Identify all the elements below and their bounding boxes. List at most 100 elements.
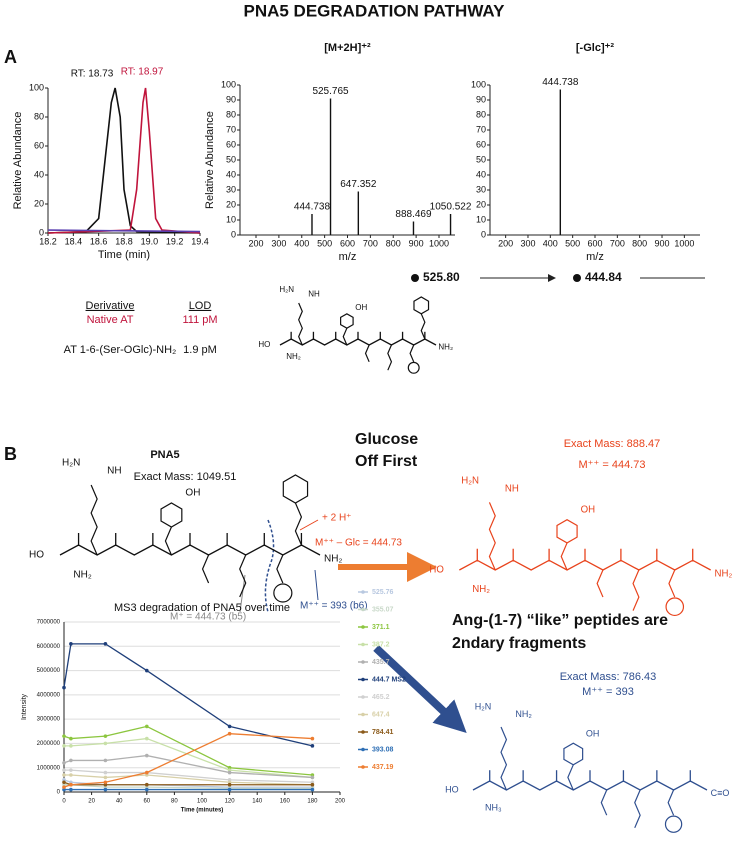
y-tick-label: 80 [226, 109, 236, 119]
series-line [63, 643, 313, 747]
side-chain [409, 344, 415, 363]
data-point [310, 744, 315, 748]
atom-label: NH₂ [73, 570, 91, 581]
x-axis-label: m/z [586, 251, 604, 263]
data-point [69, 758, 73, 763]
legend-swatch [361, 660, 365, 664]
atom-label: OH [185, 488, 200, 499]
peak-label: 888.469 [395, 209, 432, 220]
atom-label: HO [445, 784, 459, 794]
x-tick-label: 700 [610, 238, 625, 248]
x-tick-label: 160 [280, 799, 291, 805]
side-chain [596, 569, 604, 598]
data-point [69, 787, 73, 792]
panel-label: A [4, 47, 17, 67]
axis [489, 85, 700, 236]
x-tick-label: 700 [363, 238, 378, 248]
annotation: M⁺⁺ = 393 (b6) [300, 601, 368, 612]
data-point [62, 773, 66, 777]
data-point [310, 736, 315, 741]
peak-label: 1050.522 [430, 202, 472, 213]
y-tick-label: 100 [471, 79, 486, 89]
x-tick-label: 80 [171, 799, 178, 805]
x-tick-label: 900 [409, 238, 424, 248]
data-point [103, 734, 108, 738]
note: 2ndary fragments [452, 635, 586, 652]
y-tick-label: 5000000 [37, 668, 61, 674]
y-tick-label: 100 [29, 82, 44, 92]
x-tick-label: 1000 [674, 238, 694, 248]
table-cell: Native AT [87, 314, 134, 326]
y-tick-label: 30 [226, 184, 236, 194]
ring [282, 474, 309, 504]
x-tick-label: 1000 [429, 238, 449, 248]
exact-mass: Exact Mass: 786.43 [560, 671, 657, 683]
x-tick-label: 500 [565, 238, 580, 248]
y-tick-label: 50 [476, 154, 486, 164]
side-chain [201, 554, 210, 584]
arrow [373, 645, 467, 733]
side-chain [560, 542, 568, 571]
atom-label: NH₂ [286, 352, 301, 361]
data-point [62, 685, 66, 690]
x-tick-label: 800 [632, 238, 647, 248]
side-chain [567, 764, 574, 791]
x-tick-label: 200 [248, 238, 263, 248]
legend-label: 437.19 [372, 764, 394, 771]
x-tick-label: 19.4 [191, 236, 209, 246]
side-chain [600, 789, 608, 816]
data-point [145, 770, 149, 775]
data-point [69, 782, 73, 787]
legend-label: 784.41 [372, 729, 394, 736]
data-point [103, 780, 108, 785]
transition-from: 525.80 [423, 270, 460, 284]
y-axis-label: Relative Abundance [204, 111, 216, 209]
y-tick-label: 20 [34, 198, 44, 208]
legend-label: 444.7 MS2 [372, 676, 406, 683]
y-tick-label: 2000000 [37, 741, 61, 747]
side-chain [668, 569, 676, 598]
x-axis-label: Time (min) [98, 249, 150, 261]
x-axis-label: Time (minutes) [181, 808, 224, 814]
legend-swatch [361, 607, 365, 612]
legend-label: 393.08 [372, 746, 394, 753]
y-tick-label: 0 [231, 229, 236, 239]
table-header: LOD [189, 300, 212, 312]
ion: M⁺⁺ = 393 [582, 686, 634, 698]
legend-swatch [361, 590, 365, 594]
y-tick-label: 0 [481, 229, 486, 239]
y-tick-label: 1000000 [37, 765, 61, 771]
side-chain [239, 554, 247, 598]
data-point [145, 787, 149, 792]
compound-name: PNA5 [150, 449, 179, 461]
data-point [69, 773, 73, 777]
bullet [411, 274, 419, 282]
exact-mass: Exact Mass: 1049.51 [134, 471, 237, 483]
atom-label: H₂N [62, 458, 80, 469]
pointer [239, 574, 246, 613]
x-tick-label: 400 [543, 238, 558, 248]
y-axis-label: Intensity [21, 693, 28, 720]
x-axis-label: m/z [339, 251, 357, 263]
axis [63, 622, 340, 793]
ring [160, 502, 183, 528]
x-tick-label: 18.2 [39, 236, 57, 246]
y-tick-label: 0 [39, 227, 44, 237]
chart-title: [-Glc]⁺² [576, 42, 615, 54]
atom-label: NH [308, 290, 320, 299]
atom-label: H₂N [475, 702, 492, 712]
y-axis-label: Relative Abundance [12, 112, 24, 210]
atom-label: OH [355, 303, 367, 312]
x-tick-label: 600 [340, 238, 355, 248]
panel-label: B [4, 444, 17, 464]
x-tick-label: 900 [655, 238, 670, 248]
annotation: + 2 H⁺ [322, 513, 351, 524]
legend-label: 525.76 [372, 589, 394, 596]
ring [665, 597, 685, 617]
atom-label: NH₂ [438, 343, 453, 352]
cleavage [264, 519, 275, 613]
legend-label: 647.4 [372, 711, 390, 718]
side-chain [667, 789, 675, 816]
side-chain [276, 554, 284, 584]
ring [556, 519, 578, 544]
